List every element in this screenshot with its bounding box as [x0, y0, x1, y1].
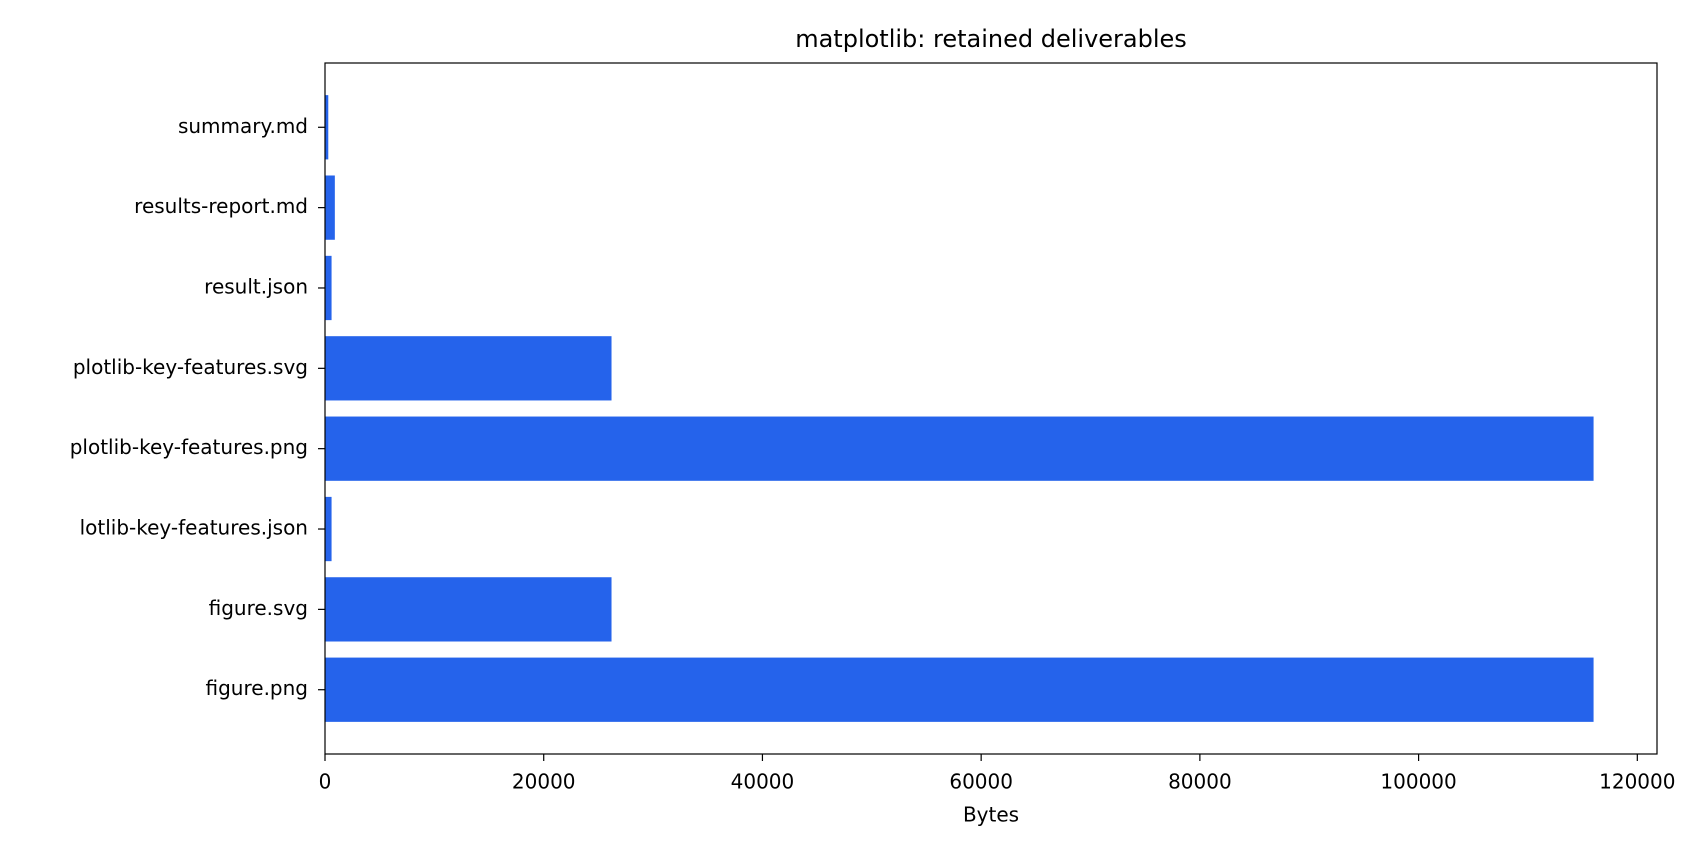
y-tick-label: summary.md	[178, 114, 308, 138]
bar	[325, 416, 1594, 481]
bar	[325, 95, 329, 160]
bar	[325, 175, 335, 240]
x-tick-label: 0	[319, 770, 332, 794]
y-tick-label: plotlib-key-features.svg	[73, 355, 308, 379]
plot-frame	[324, 62, 1658, 755]
x-tick-label: 20000	[512, 770, 576, 794]
x-tick-label: 60000	[949, 770, 1013, 794]
y-tick-label: figure.svg	[209, 596, 308, 620]
x-axis-label: Bytes	[963, 803, 1019, 827]
x-tick-label: 100000	[1380, 770, 1456, 794]
y-tick-label: results-report.md	[134, 194, 308, 218]
y-tick-label: lotlib-key-features.json	[80, 516, 308, 540]
y-tick-label: result.json	[204, 274, 308, 298]
bar	[325, 657, 1594, 722]
x-tick-label: 120000	[1599, 770, 1675, 794]
chart-title: matplotlib: retained deliverables	[795, 25, 1187, 53]
y-tick-label: figure.png	[206, 676, 308, 700]
bar	[325, 255, 332, 321]
y-tick-label: plotlib-key-features.png	[70, 435, 308, 459]
bar	[325, 496, 332, 562]
x-tick-label: 80000	[1168, 770, 1232, 794]
bar	[325, 336, 612, 401]
x-tick-label: 40000	[731, 770, 795, 794]
bar	[325, 577, 612, 642]
